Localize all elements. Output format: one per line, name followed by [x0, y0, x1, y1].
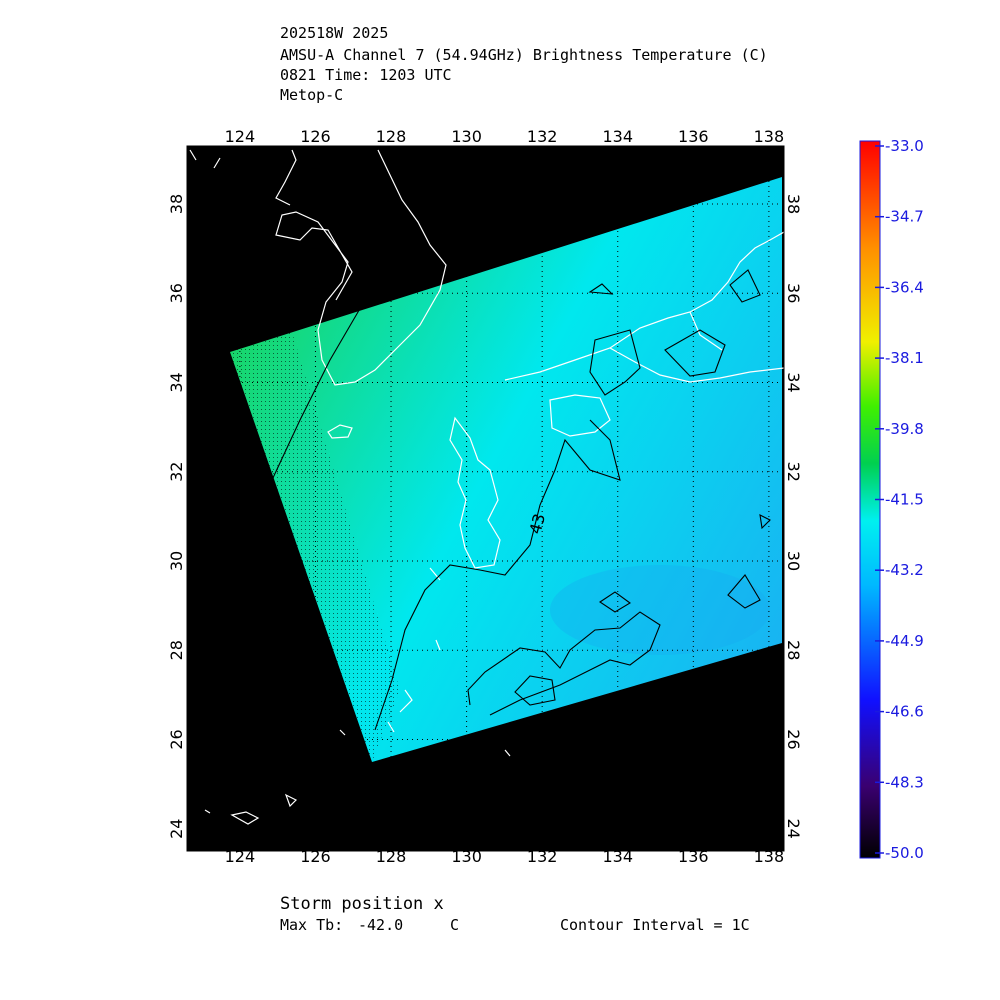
lon-label-top: 134: [602, 127, 633, 146]
lon-label-bottom: 130: [451, 847, 482, 866]
colorbar-ticks: -33.0 -34.7 -36.4 -38.1 -39.8 -41.5 -43.2 -44.9…: [875, 137, 924, 862]
lon-label-top: 138: [754, 127, 785, 146]
coastline-ryukyu: [339, 567, 511, 757]
lat-label-left: 24: [167, 819, 186, 839]
contour-loop-east: [729, 269, 761, 303]
lat-label-left: 34: [167, 372, 186, 392]
map-panel: 43 124 126 128 130 132 134 136 138 124 126 128 130…: [167, 127, 803, 866]
lat-label-right: 36: [784, 283, 803, 303]
max-tb-label: Max Tb:: [280, 916, 343, 934]
colorbar-label: -33.0: [885, 137, 924, 155]
map-frame: [186, 145, 785, 852]
cold-region: [550, 565, 770, 655]
colorbar-label: -39.8: [885, 420, 924, 438]
colorbar-label: -46.6: [885, 703, 924, 721]
lat-label-right: 26: [784, 729, 803, 749]
max-tb-unit: C: [450, 916, 459, 934]
figure-title: 202518W 2025: [280, 24, 388, 42]
lon-label-top: 136: [678, 127, 709, 146]
lon-label-top: 130: [451, 127, 482, 146]
latitude-labels-right: 24 26 28 30 32 34 36 38: [784, 194, 803, 839]
contour-cold-region: [467, 611, 661, 716]
lon-label-bottom: 126: [300, 847, 331, 866]
lat-label-left: 36: [167, 283, 186, 303]
colorbar-label: -50.0: [885, 844, 924, 862]
coastline-kyushu: [449, 416, 501, 569]
lat-label-left: 38: [167, 194, 186, 214]
lat-label-right: 34: [784, 372, 803, 392]
coastline-taiwan-isles: [204, 793, 298, 825]
lat-label-right: 24: [784, 819, 803, 839]
contour-loop-south-small: [514, 675, 556, 706]
lon-label-top: 126: [300, 127, 331, 146]
contour-loop-shikoku: [589, 329, 641, 396]
lat-label-right: 38: [784, 194, 803, 214]
colorbar-label: -48.3: [885, 773, 924, 791]
contour-lines: [254, 269, 771, 731]
lon-label-top: 124: [225, 127, 256, 146]
contour-line-south: [374, 419, 621, 731]
lon-label-bottom: 132: [527, 847, 558, 866]
coastlines: [189, 149, 784, 825]
colorbar-label: -43.2: [885, 561, 924, 579]
contour-loop-small-1: [588, 283, 614, 295]
lon-label-bottom: 124: [225, 847, 256, 866]
lon-label-bottom: 134: [602, 847, 633, 866]
lat-label-left: 26: [167, 729, 186, 749]
lat-label-right: 30: [784, 551, 803, 571]
contour-interval: Contour Interval = 1C: [560, 916, 750, 934]
colorbar: -33.0 -34.7 -36.4 -38.1 -39.8 -41.5 -43.2 -44.9…: [859, 137, 924, 862]
contour-loop-right: [727, 514, 771, 609]
contour-line-main: [254, 299, 366, 521]
colorbar-label: -36.4: [885, 278, 924, 296]
satellite-label: Metop-C: [280, 86, 343, 104]
coastline-shikoku: [549, 394, 611, 437]
lon-label-top: 128: [376, 127, 407, 146]
lat-label-left: 28: [167, 640, 186, 660]
storm-position-label: Storm position x: [280, 894, 444, 914]
time-label: 0821 Time: 1203 UTC: [280, 66, 452, 84]
max-tb-value: -42.0: [358, 916, 403, 934]
lon-label-bottom: 128: [376, 847, 407, 866]
lon-label-top: 132: [527, 127, 558, 146]
product-title: AMSU-A Channel 7 (54.94GHz) Brightness T…: [280, 46, 768, 64]
colorbar-label: -41.5: [885, 491, 924, 509]
lat-label-right: 32: [784, 462, 803, 482]
lat-label-left: 32: [167, 462, 186, 482]
coastline-honshu: [504, 231, 784, 383]
contour-label: 43: [525, 511, 549, 536]
longitude-labels-bottom: 124 126 128 130 132 134 136 138: [225, 847, 785, 866]
longitude-labels-top: 124 126 128 130 132 134 136 138: [225, 127, 785, 146]
lon-label-bottom: 136: [678, 847, 709, 866]
contour-loop-mid: [599, 591, 631, 613]
lat-label-left: 30: [167, 551, 186, 571]
colorbar-label: -44.9: [885, 632, 924, 650]
contour-loop-kinki: [664, 329, 726, 377]
coastline-jeju: [327, 424, 353, 439]
colorbar-label: -38.1: [885, 349, 924, 367]
lon-label-bottom: 138: [754, 847, 785, 866]
colorbar-label: -34.7: [885, 208, 924, 226]
coastline-china: [189, 149, 297, 206]
lat-label-right: 28: [784, 640, 803, 660]
coastline-korea: [275, 149, 447, 386]
latitude-labels-left: 24 26 28 30 32 34 36 38: [167, 194, 186, 839]
